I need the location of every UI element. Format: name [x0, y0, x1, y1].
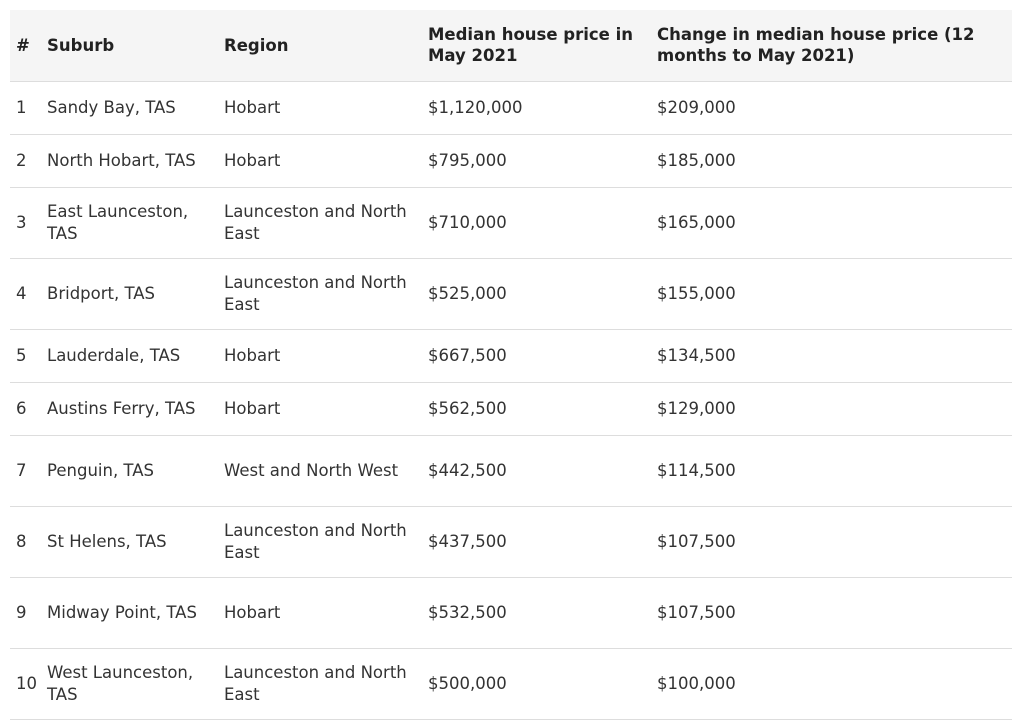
cell-rank: 6	[10, 381, 43, 435]
cell-suburb: Penguin, TAS	[43, 434, 220, 506]
table-row: 1 Sandy Bay, TAS Hobart $1,120,000 $209,…	[10, 80, 1012, 134]
cell-suburb: Sandy Bay, TAS	[43, 80, 220, 134]
cell-suburb: Austins Ferry, TAS	[43, 381, 220, 435]
cell-region: Hobart	[220, 80, 424, 134]
cell-region: Hobart	[220, 328, 424, 382]
cell-region: Launceston and North East	[220, 647, 424, 720]
cell-median-price: $562,500	[424, 381, 653, 435]
cell-median-price: $525,000	[424, 257, 653, 329]
cell-rank: 5	[10, 328, 43, 382]
cell-median-price: $795,000	[424, 133, 653, 187]
cell-price-change: $114,500	[653, 434, 1012, 506]
cell-suburb: Lauderdale, TAS	[43, 328, 220, 382]
cell-median-price: $667,500	[424, 328, 653, 382]
table-row: 5 Lauderdale, TAS Hobart $667,500 $134,5…	[10, 328, 1012, 382]
cell-rank: 4	[10, 257, 43, 329]
cell-region: Hobart	[220, 576, 424, 648]
cell-rank: 2	[10, 133, 43, 187]
cell-region: West and North West	[220, 434, 424, 506]
table-row: 6 Austins Ferry, TAS Hobart $562,500 $12…	[10, 381, 1012, 435]
median-price-table-container: # Suburb Region Median house price in Ma…	[10, 10, 1012, 720]
table-row: 10 West Launceston, TAS Launceston and N…	[10, 647, 1012, 720]
table-header: # Suburb Region Median house price in Ma…	[10, 10, 1012, 81]
median-price-table: # Suburb Region Median house price in Ma…	[10, 10, 1012, 720]
cell-suburb: Midway Point, TAS	[43, 576, 220, 648]
cell-price-change: $185,000	[653, 133, 1012, 187]
header-price-change: Change in median house price (12 months …	[657, 25, 975, 66]
cell-suburb: Bridport, TAS	[43, 257, 220, 329]
table-row: 4 Bridport, TAS Launceston and North Eas…	[10, 257, 1012, 329]
table-row: 8 St Helens, TAS Launceston and North Ea…	[10, 505, 1012, 577]
cell-price-change: $107,500	[653, 576, 1012, 648]
header-median-price: Median house price in May 2021	[428, 25, 634, 66]
cell-median-price: $1,120,000	[424, 80, 653, 134]
cell-suburb: North Hobart, TAS	[43, 133, 220, 187]
cell-price-change: $134,500	[653, 328, 1012, 382]
cell-rank: 1	[10, 80, 43, 134]
table-row: 7 Penguin, TAS West and North West $442,…	[10, 434, 1012, 506]
cell-region: Launceston and North East	[220, 505, 424, 577]
table-row: 3 East Launceston, TAS Launceston and No…	[10, 186, 1012, 258]
cell-suburb: East Launceston, TAS	[43, 186, 220, 258]
cell-rank: 10	[10, 647, 43, 720]
cell-price-change: $209,000	[653, 80, 1012, 134]
cell-price-change: $129,000	[653, 381, 1012, 435]
cell-region: Launceston and North East	[220, 186, 424, 258]
cell-price-change: $155,000	[653, 257, 1012, 329]
cell-rank: 3	[10, 186, 43, 258]
cell-region: Hobart	[220, 133, 424, 187]
header-region: Region	[224, 35, 289, 55]
cell-region: Hobart	[220, 381, 424, 435]
cell-price-change: $107,500	[653, 505, 1012, 577]
cell-rank: 7	[10, 434, 43, 506]
cell-region: Launceston and North East	[220, 257, 424, 329]
table-row: 2 North Hobart, TAS Hobart $795,000 $185…	[10, 133, 1012, 187]
cell-rank: 9	[10, 576, 43, 648]
cell-median-price: $442,500	[424, 434, 653, 506]
cell-median-price: $437,500	[424, 505, 653, 577]
header-rank: #	[16, 35, 30, 55]
header-row: # Suburb Region Median house price in Ma…	[10, 10, 1012, 81]
cell-suburb: St Helens, TAS	[43, 505, 220, 577]
table-body: 1 Sandy Bay, TAS Hobart $1,120,000 $209,…	[10, 80, 1012, 720]
cell-rank: 8	[10, 505, 43, 577]
cell-median-price: $500,000	[424, 647, 653, 720]
cell-suburb: West Launceston, TAS	[43, 647, 220, 720]
header-suburb: Suburb	[47, 35, 115, 55]
cell-median-price: $710,000	[424, 186, 653, 258]
cell-price-change: $100,000	[653, 647, 1012, 720]
cell-median-price: $532,500	[424, 576, 653, 648]
cell-price-change: $165,000	[653, 186, 1012, 258]
table-row: 9 Midway Point, TAS Hobart $532,500 $107…	[10, 576, 1012, 648]
